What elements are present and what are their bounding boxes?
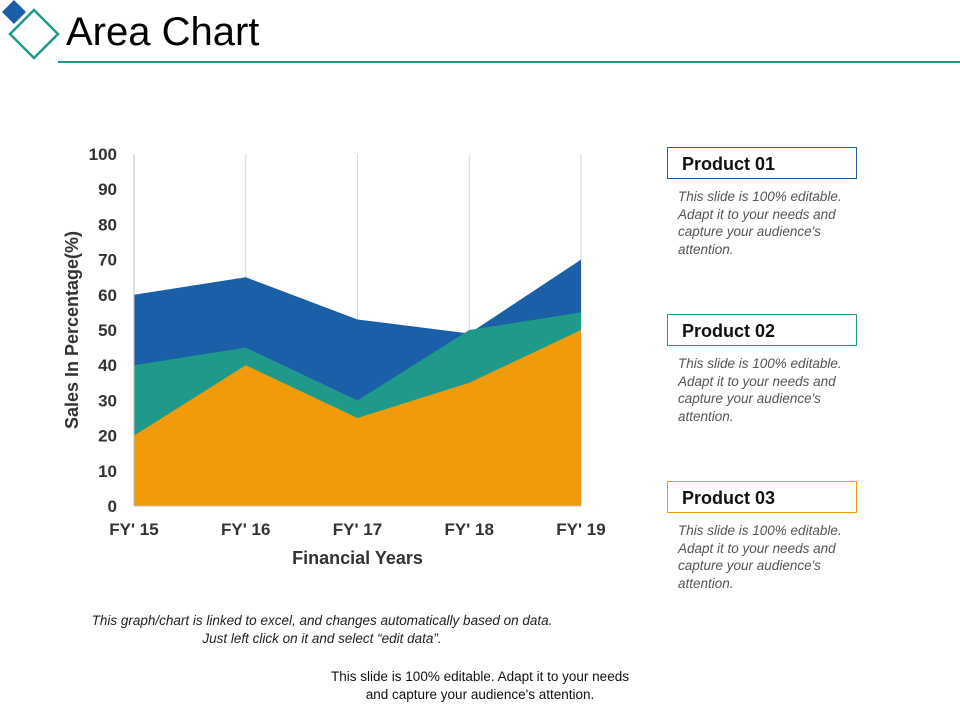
footer-text: This slide is 100% editable. Adapt it to… [331, 669, 629, 702]
x-tick-label: FY' 18 [445, 520, 494, 539]
chart-note-line-2: Just left click on it and select “edit d… [202, 631, 442, 646]
y-tick-label: 80 [98, 215, 117, 234]
title-underline [58, 61, 960, 63]
x-tick-label: FY' 17 [333, 520, 382, 539]
y-tick-label: 0 [108, 497, 117, 516]
y-tick-label: 10 [98, 462, 117, 481]
legend-description: This slide is 100% editable. Adapt it to… [678, 356, 842, 424]
legend-description: This slide is 100% editable. Adapt it to… [678, 189, 842, 257]
diamond-logo-icon [2, 0, 60, 60]
legend-product-03[interactable]: Product 03 [667, 481, 857, 513]
y-axis-title: Sales In Percentage(%) [62, 231, 82, 429]
y-tick-label: 60 [98, 286, 117, 305]
y-tick-label: 20 [98, 427, 117, 446]
legend-product-01[interactable]: Product 01 [667, 147, 857, 179]
y-tick-label: 50 [98, 321, 117, 340]
area-series-3[interactable] [134, 330, 581, 506]
page-title: Area Chart [66, 10, 260, 54]
legend-label: Product 01 [682, 154, 776, 174]
chart-note-line-1: This graph/chart is linked to excel, and… [91, 613, 553, 628]
legend-label: Product 03 [682, 488, 776, 508]
filled-diamond-icon [2, 0, 26, 24]
y-tick-label: 30 [98, 391, 117, 410]
x-tick-label: FY' 15 [109, 520, 158, 539]
y-tick-label: 90 [98, 180, 117, 199]
y-tick-label: 40 [98, 356, 117, 375]
x-axis-title: Financial Years [292, 548, 423, 568]
outline-diamond-icon [8, 8, 60, 60]
y-tick-label: 100 [89, 145, 117, 164]
x-tick-label: FY' 19 [556, 520, 605, 539]
legend-description: This slide is 100% editable. Adapt it to… [678, 523, 842, 591]
y-tick-label: 70 [98, 251, 117, 270]
x-tick-label: FY' 16 [221, 520, 270, 539]
legend-label: Product 02 [682, 321, 776, 341]
legend-product-02[interactable]: Product 02 [667, 314, 857, 346]
